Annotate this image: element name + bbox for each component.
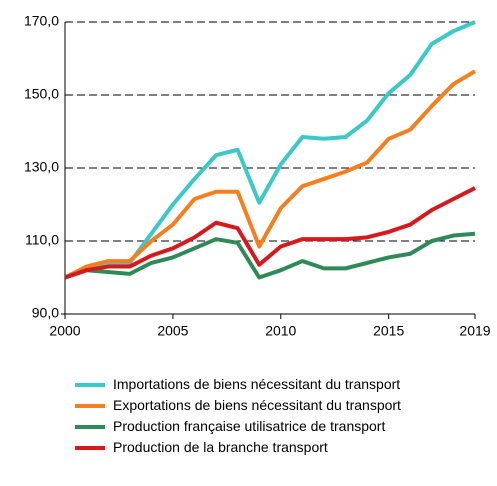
y-tick-label: 130,0 xyxy=(24,159,59,175)
x-tick-label: 2000 xyxy=(49,323,80,339)
x-tick-label: 2019 xyxy=(459,323,490,339)
legend-label: Importations de biens nécessitant du tra… xyxy=(113,376,401,392)
legend-label: Production de la branche transport xyxy=(113,439,328,455)
series-line xyxy=(65,20,476,280)
x-tick-label: 2015 xyxy=(373,323,404,339)
legend-label: Exportations de biens nécessitant du tra… xyxy=(113,397,401,413)
legend-label: Production française utilisatrice de tra… xyxy=(113,418,386,434)
legend: Importations de biens nécessitant du tra… xyxy=(75,376,495,460)
legend-swatch xyxy=(75,383,105,387)
legend-item: Importations de biens nécessitant du tra… xyxy=(75,376,495,392)
legend-item: Production de la branche transport xyxy=(75,439,495,455)
y-tick-label: 110,0 xyxy=(25,232,59,248)
series-line xyxy=(65,69,477,280)
y-tick-label: 170,0 xyxy=(24,13,59,29)
y-tick-label: 150,0 xyxy=(24,86,59,102)
legend-swatch xyxy=(75,404,105,408)
y-tick-label: 90,0 xyxy=(32,305,59,321)
x-tick-label: 2005 xyxy=(157,323,188,339)
plot: 90,0 110,0 130,0 150,0 170,0 2000 2005 2010 2015… xyxy=(24,13,491,339)
series-line xyxy=(65,231,476,280)
legend-item: Production française utilisatrice de tra… xyxy=(75,418,495,434)
series-line xyxy=(65,186,476,280)
x-tick-label: 2010 xyxy=(265,323,296,339)
legend-swatch xyxy=(75,425,105,429)
legend-item: Exportations de biens nécessitant du tra… xyxy=(75,397,495,413)
legend-swatch xyxy=(75,446,105,450)
